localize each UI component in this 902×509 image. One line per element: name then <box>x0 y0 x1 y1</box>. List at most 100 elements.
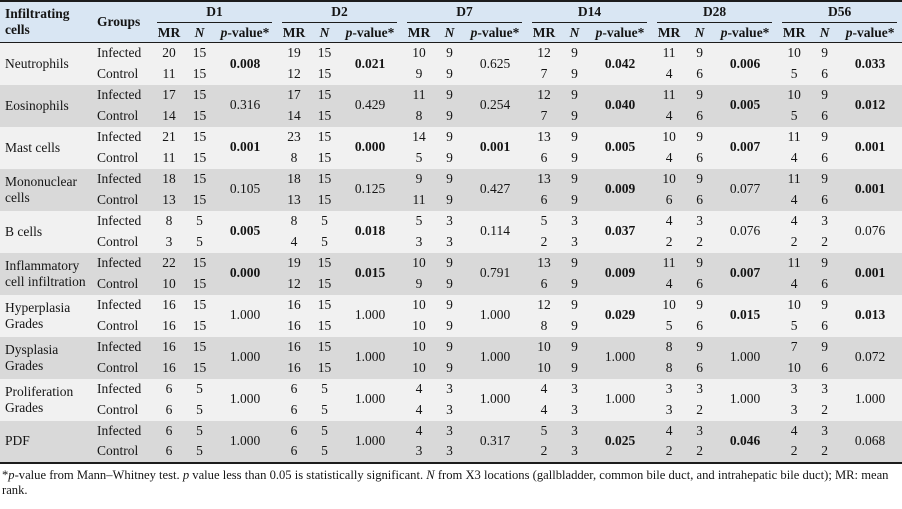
cell-pvalue-D7: 0.001 <box>463 126 528 169</box>
cell-n-infected-D56: 9 <box>811 252 839 274</box>
cell-n-infected-D28: 9 <box>686 294 714 316</box>
cell-n-infected-D14: 9 <box>561 168 589 190</box>
cell-n-infected-D7: 9 <box>436 294 464 316</box>
cell-n-infected-D7: 9 <box>436 84 464 106</box>
cell-pvalue-D7: 1.000 <box>463 378 528 421</box>
cell-mr-control-D14: 8 <box>527 315 562 337</box>
cell-n-control-D7: 3 <box>436 399 464 421</box>
cell-mr-control-D14: 6 <box>527 273 562 295</box>
cell-type-label: Eosinophils <box>0 84 95 127</box>
cell-n-control-D28: 6 <box>686 189 714 211</box>
group-label-control: Control <box>95 189 152 211</box>
cell-n-control-D14: 9 <box>561 147 589 169</box>
cell-n-infected-D56: 9 <box>811 126 839 148</box>
cell-mr-control-D28: 4 <box>652 147 687 169</box>
cell-mr-infected-D14: 10 <box>527 336 562 358</box>
cell-mr-infected-D28: 11 <box>652 252 687 274</box>
cell-n-control-D1: 15 <box>186 63 213 85</box>
cell-n-control-D2: 15 <box>311 189 339 211</box>
cell-pvalue-D7: 1.000 <box>463 294 528 337</box>
cell-n-control-D2: 15 <box>311 315 339 337</box>
table-row-infected: Dysplasia Grades Infected 16 15 1.000 16 15 1.0… <box>0 336 902 379</box>
cell-n-infected-D1: 5 <box>186 378 213 400</box>
cell-mr-infected-D56: 7 <box>777 336 812 358</box>
cell-pvalue-D28: 0.007 <box>713 126 778 169</box>
cell-mr-control-D28: 5 <box>652 315 687 337</box>
cell-pvalue-D56: 0.001 <box>838 126 902 169</box>
table-row-infected: Inflammatory cell infiltration Infected 22… <box>0 252 902 295</box>
cell-pvalue-D56: 0.033 <box>838 42 902 85</box>
group-label-control: Control <box>95 231 152 253</box>
cell-pvalue-D14: 1.000 <box>588 378 653 421</box>
cell-mr-control-D1: 3 <box>152 231 186 253</box>
cell-mr-control-D2: 6 <box>277 441 312 463</box>
cell-pvalue-D28: 0.006 <box>713 42 778 85</box>
cell-mr-infected-D56: 10 <box>777 294 812 316</box>
cell-n-infected-D1: 5 <box>186 210 213 232</box>
cell-n-control-D56: 6 <box>811 315 839 337</box>
group-label-control: Control <box>95 357 152 379</box>
group-label-infected: Infected <box>95 378 152 400</box>
group-label-control: Control <box>95 105 152 127</box>
group-label-infected: Infected <box>95 420 152 442</box>
cell-mr-infected-D2: 19 <box>277 252 312 274</box>
cell-pvalue-D14: 0.042 <box>588 42 653 85</box>
cell-pvalue-D14: 0.009 <box>588 168 653 211</box>
cell-n-infected-D14: 9 <box>561 84 589 106</box>
cell-n-infected-D28: 9 <box>686 168 714 190</box>
cell-pvalue-D1: 0.005 <box>213 210 278 253</box>
cell-mr-infected-D1: 16 <box>152 294 186 316</box>
cell-n-infected-D1: 15 <box>186 336 213 358</box>
cell-pvalue-D28: 1.000 <box>713 336 778 379</box>
cell-mr-infected-D28: 3 <box>652 378 687 400</box>
cell-n-control-D2: 5 <box>311 441 339 463</box>
cell-n-infected-D7: 3 <box>436 378 464 400</box>
cell-n-infected-D56: 3 <box>811 378 839 400</box>
subheader-pvalue-D2: p-value* <box>338 24 403 43</box>
cell-pvalue-D1: 1.000 <box>213 336 278 379</box>
cell-mr-infected-D28: 4 <box>652 210 687 232</box>
cell-n-infected-D7: 9 <box>436 252 464 274</box>
cell-mr-control-D1: 10 <box>152 273 186 295</box>
cell-n-control-D14: 9 <box>561 105 589 127</box>
cell-mr-control-D56: 5 <box>777 315 812 337</box>
cell-mr-control-D28: 2 <box>652 231 687 253</box>
cell-type-label: Proliferation Grades <box>0 378 95 421</box>
cell-n-control-D7: 3 <box>436 441 464 463</box>
group-label-infected: Infected <box>95 168 152 190</box>
cell-mr-infected-D7: 11 <box>402 84 437 106</box>
cell-mr-control-D2: 6 <box>277 399 312 421</box>
cell-n-control-D1: 15 <box>186 105 213 127</box>
table-row-control: Control 14 15 14 15 8 9 7 9 4 6 5 6 <box>0 105 902 127</box>
cell-mr-infected-D1: 21 <box>152 126 186 148</box>
subheader-n-D2: N <box>311 24 339 43</box>
cell-pvalue-D28: 0.076 <box>713 210 778 253</box>
cell-mr-infected-D28: 10 <box>652 168 687 190</box>
cell-n-control-D1: 15 <box>186 189 213 211</box>
cell-mr-control-D56: 2 <box>777 231 812 253</box>
cell-n-control-D28: 6 <box>686 273 714 295</box>
cell-mr-infected-D28: 11 <box>652 42 687 64</box>
cell-mr-control-D56: 4 <box>777 147 812 169</box>
cell-pvalue-D14: 0.009 <box>588 252 653 295</box>
cell-pvalue-D1: 0.316 <box>213 84 278 127</box>
cell-mr-control-D28: 2 <box>652 441 687 463</box>
cell-n-control-D7: 3 <box>436 231 464 253</box>
group-label-control: Control <box>95 441 152 463</box>
cell-n-control-D1: 5 <box>186 231 213 253</box>
cell-mr-control-D28: 4 <box>652 273 687 295</box>
cell-mr-infected-D56: 4 <box>777 210 812 232</box>
cell-mr-infected-D7: 9 <box>402 168 437 190</box>
table-row-infected: PDF Infected 6 5 1.000 6 5 1.000 4 3 0.317 5 3 0.025 4… <box>0 420 902 463</box>
cell-pvalue-D28: 1.000 <box>713 378 778 421</box>
cell-pvalue-D28: 0.077 <box>713 168 778 211</box>
cell-mr-control-D7: 3 <box>402 231 437 253</box>
subheader-mr-D2: MR <box>277 24 312 43</box>
group-label-control: Control <box>95 399 152 421</box>
cell-n-control-D28: 2 <box>686 231 714 253</box>
cell-n-control-D56: 6 <box>811 63 839 85</box>
subheader-mr-D28: MR <box>652 24 687 43</box>
cell-mr-infected-D28: 11 <box>652 84 687 106</box>
cell-mr-infected-D56: 10 <box>777 42 812 64</box>
cell-mr-infected-D7: 10 <box>402 294 437 316</box>
